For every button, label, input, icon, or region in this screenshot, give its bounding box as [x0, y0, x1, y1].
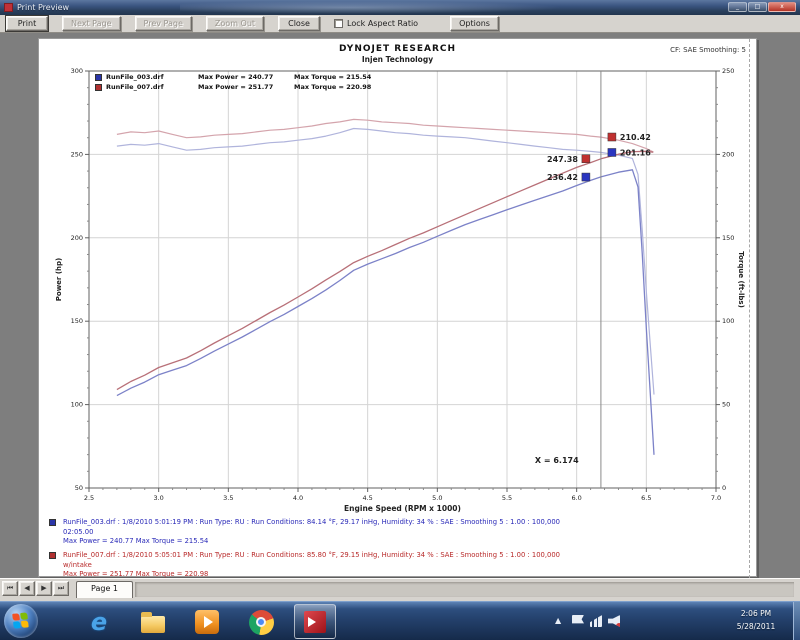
first-page-nav-button[interactable]: ⏮	[2, 581, 18, 596]
svg-text:4.5: 4.5	[362, 494, 372, 502]
action-center-flag-icon[interactable]	[572, 615, 584, 627]
legend-row-red: RunFile_007.drf Max Power = 251.77 Max T…	[95, 82, 371, 92]
prev-page-nav-button[interactable]: ◀	[19, 581, 35, 596]
run-bullet-red	[49, 552, 56, 559]
page-tab-bar: ⏮ ◀ ▶ ⏭ Page 1	[0, 578, 800, 601]
hidden-icons-caret[interactable]: ▲	[555, 616, 562, 625]
next-page-button: Next Page	[62, 16, 121, 31]
windows-taskbar: e ▲ 2:06 PM 5/28/2011	[0, 601, 800, 640]
svg-text:X = 6.174: X = 6.174	[535, 456, 579, 465]
folder-icon[interactable]	[138, 607, 168, 637]
close-preview-button[interactable]: Close	[278, 16, 321, 31]
svg-text:247.38: 247.38	[547, 155, 578, 164]
run-blue-line3: Max Power = 240.77 Max Torque = 215.54	[63, 537, 209, 545]
run-blue-line2: 02:05.00	[63, 527, 94, 536]
report-page: DYNOJET RESEARCH Injen Technology CF: SA…	[38, 38, 758, 580]
svg-text:3.0: 3.0	[153, 494, 163, 502]
winpep-app-icon	[304, 610, 326, 633]
svg-text:50: 50	[722, 401, 730, 409]
chart-legend: RunFile_003.drf Max Power = 240.77 Max T…	[95, 72, 371, 92]
svg-text:7.0: 7.0	[711, 494, 721, 502]
run-red-line3: Max Power = 251.77 Max Torque = 220.98	[63, 570, 209, 578]
run-red-line1: RunFile_007.drf : 1/8/2010 5:05:01 PM : …	[63, 551, 560, 559]
legend-row-blue: RunFile_003.drf Max Power = 240.77 Max T…	[95, 72, 371, 82]
legend-max-torque-red: Max Torque = 220.98	[294, 83, 372, 91]
svg-text:Engine Speed (RPM x 1000): Engine Speed (RPM x 1000)	[344, 504, 461, 513]
svg-text:200: 200	[71, 234, 83, 242]
minimize-button[interactable]: _	[728, 2, 747, 12]
report-subtitle: Injen Technology	[361, 55, 434, 64]
last-page-nav-button[interactable]: ⏭	[53, 581, 69, 596]
svg-text:210.42: 210.42	[620, 133, 651, 142]
dyno-chart[interactable]: 2.5 3.0 3.5 4.0 4.5 5.0 5.5 6.0 6.5 7.0 Engine Spe…	[39, 39, 758, 578]
svg-text:0: 0	[722, 484, 726, 492]
svg-text:5.0: 5.0	[432, 494, 442, 502]
windows-flag-icon	[12, 612, 30, 630]
winpep-taskbar-button[interactable]	[294, 604, 336, 639]
options-button[interactable]: Options	[450, 16, 499, 31]
print-margin-line	[749, 39, 750, 578]
legend-file-red: RunFile_007.drf	[106, 83, 164, 91]
close-window-button[interactable]: x	[768, 2, 796, 12]
media-player-icon[interactable]	[192, 607, 222, 637]
preview-toolbar: Print Next Page Prev Page Zoom Out Close…	[0, 15, 800, 33]
legend-max-torque-blue: Max Torque = 215.54	[294, 73, 372, 81]
svg-text:2.5: 2.5	[84, 494, 94, 502]
tab-page-1[interactable]: Page 1	[76, 581, 133, 598]
tab-strip-empty	[135, 582, 794, 597]
svg-text:100: 100	[71, 401, 83, 409]
zoom-out-button: Zoom Out	[205, 16, 265, 31]
chrome-icon[interactable]	[246, 607, 276, 637]
app-icon	[4, 3, 13, 12]
svg-text:150: 150	[722, 234, 734, 242]
window-title: Print Preview	[17, 3, 70, 12]
network-icon[interactable]	[590, 615, 602, 627]
svg-text:Power (hp): Power (hp)	[55, 258, 63, 301]
lock-aspect-checkbox[interactable]	[334, 19, 344, 28]
svg-text:100: 100	[722, 317, 734, 325]
svg-text:3.5: 3.5	[223, 494, 233, 502]
show-desktop-button[interactable]	[793, 602, 800, 640]
run-red-line2: w/intake	[63, 560, 92, 569]
svg-text:200: 200	[722, 150, 734, 158]
taskbar-clock[interactable]: 2:06 PM 5/28/2011	[724, 607, 788, 633]
run-info-blue: RunFile_003.drf : 1/8/2010 5:01:19 PM : …	[49, 518, 560, 547]
window-titlebar: Print Preview _ □ x	[0, 0, 800, 15]
svg-text:6.5: 6.5	[641, 494, 651, 502]
next-page-nav-button[interactable]: ▶	[36, 581, 52, 596]
svg-text:300: 300	[71, 67, 83, 75]
volume-icon[interactable]	[608, 615, 620, 627]
svg-text:201.16: 201.16	[620, 148, 651, 157]
correction-smoothing-label: CF: SAE Smoothing: 5	[670, 46, 746, 54]
svg-text:6.0: 6.0	[571, 494, 581, 502]
svg-text:4.0: 4.0	[293, 494, 303, 502]
legend-max-power-blue: Max Power = 240.77	[198, 73, 274, 81]
preview-workspace: DYNOJET RESEARCH Injen Technology CF: SA…	[0, 33, 800, 578]
svg-text:50: 50	[75, 484, 83, 492]
svg-text:5.5: 5.5	[502, 494, 512, 502]
prev-page-button: Prev Page	[134, 16, 192, 31]
lock-aspect-label: Lock Aspect Ratio	[347, 19, 419, 28]
report-title: DYNOJET RESEARCH	[338, 44, 457, 54]
svg-text:150: 150	[71, 317, 83, 325]
red-series-swatch	[95, 83, 102, 91]
run-bullet-blue	[49, 519, 56, 526]
svg-text:250: 250	[71, 150, 83, 158]
internet-explorer-icon[interactable]: e	[90, 608, 108, 636]
svg-text:250: 250	[722, 67, 734, 75]
blue-series-swatch	[95, 73, 102, 81]
clock-date: 5/28/2011	[736, 622, 776, 631]
svg-text:Torque (ft-lbs): Torque (ft-lbs)	[737, 251, 745, 308]
maximize-button[interactable]: □	[748, 2, 767, 12]
run-blue-line1: RunFile_003.drf : 1/8/2010 5:01:19 PM : …	[63, 518, 560, 526]
run-info-red: RunFile_007.drf : 1/8/2010 5:05:01 PM : …	[49, 551, 560, 580]
start-button[interactable]	[4, 604, 38, 638]
clock-time: 2:06 PM	[740, 609, 772, 618]
svg-text:236.42: 236.42	[547, 173, 578, 182]
print-button[interactable]: Print	[5, 15, 49, 32]
legend-max-power-red: Max Power = 251.77	[198, 83, 274, 91]
legend-file-blue: RunFile_003.drf	[106, 73, 164, 81]
